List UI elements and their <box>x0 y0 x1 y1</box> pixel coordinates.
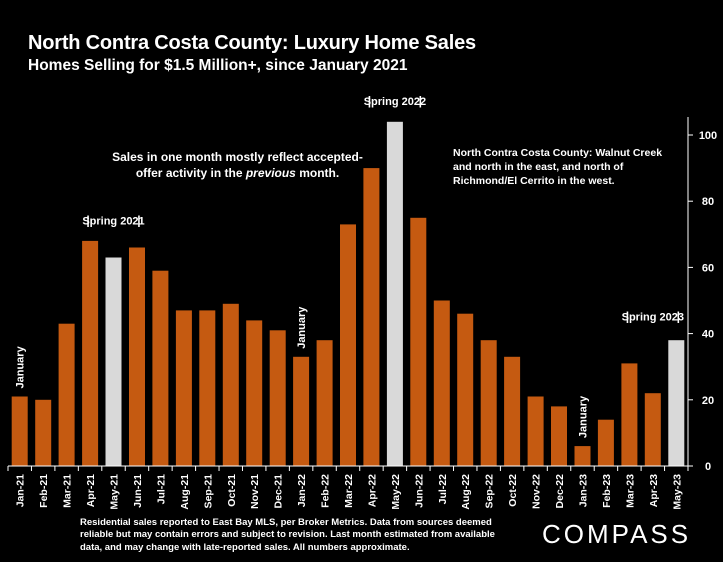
note-line-2-suffix: month. <box>295 166 340 181</box>
bar-mar-23 <box>621 363 638 466</box>
season-bracket-right: | <box>677 309 680 323</box>
x-tick-label: Jan-23 <box>578 474 590 507</box>
x-tick-label: Jun-22 <box>413 474 425 508</box>
bar-feb-21 <box>35 399 52 466</box>
compass-logo: COMPASS <box>542 519 692 549</box>
bar-oct-21 <box>222 303 239 466</box>
x-tick-label: May-23 <box>671 474 683 510</box>
bar-apr-21 <box>82 240 99 466</box>
x-tick-label: May-22 <box>390 474 402 510</box>
y-tick-label: 40 <box>702 329 714 341</box>
bar-jan-21 <box>11 396 28 466</box>
season-label: Spring 2022 <box>364 96 426 108</box>
bar-sep-21 <box>199 310 216 466</box>
x-tick-label: Feb-21 <box>38 474 50 508</box>
y-tick-label: 20 <box>702 395 714 407</box>
bar-feb-22 <box>316 340 333 466</box>
bar-dec-22 <box>551 406 567 466</box>
x-tick-label: Apr-22 <box>366 474 378 507</box>
x-tick-label: Jul-21 <box>155 474 167 505</box>
chart-title: North Contra Costa County: Luxury Home S… <box>28 32 476 54</box>
annotation-january: January <box>15 345 27 388</box>
bar-sep-22 <box>480 340 497 466</box>
note-line-2-prefix: offer activity in the <box>135 166 246 181</box>
x-tick-label: Mar-22 <box>343 474 355 508</box>
y-tick-label: 80 <box>702 196 714 208</box>
bar-apr-23 <box>644 393 661 466</box>
x-tick-label: Sep-21 <box>202 474 214 509</box>
bar-apr-22 <box>363 168 380 466</box>
x-tick-label: May-21 <box>109 474 121 510</box>
bar-jan-23 <box>574 446 591 466</box>
x-tick-label: Jun-21 <box>132 474 144 508</box>
note-line-1: Sales in one month mostly reflect accept… <box>112 150 363 164</box>
bar-aug-22 <box>457 313 474 466</box>
bar-jan-22 <box>293 356 310 466</box>
y-tick-label: 0 <box>705 461 711 473</box>
season-bracket-right: | <box>419 94 422 108</box>
x-tick-label: Sep-22 <box>484 474 496 509</box>
x-tick-label: Oct-21 <box>226 474 238 507</box>
x-tick-label: Aug-22 <box>460 474 472 510</box>
bar-oct-22 <box>504 356 521 466</box>
season-bracket-left: | <box>626 309 629 323</box>
x-tick-label: Mar-21 <box>62 474 74 508</box>
x-tick-label: Dec-22 <box>554 474 566 509</box>
annotation-january: January <box>578 395 590 438</box>
bar-jul-21 <box>152 270 169 466</box>
x-tick-label: Oct-22 <box>507 474 519 507</box>
note-accepted-offer: Sales in one month mostly reflect accept… <box>100 149 375 181</box>
note-line-2-emphasis: previous <box>245 166 296 181</box>
x-tick-label: Feb-23 <box>601 474 613 508</box>
bar-jul-22 <box>433 300 450 466</box>
x-tick-label: Jan-21 <box>15 474 27 507</box>
x-tick-label: Dec-21 <box>273 474 285 509</box>
season-label: Spring 2023 <box>622 311 684 323</box>
bar-may-22 <box>386 121 403 467</box>
bar-mar-22 <box>340 224 356 466</box>
x-tick-label: Feb-22 <box>320 474 332 508</box>
annotation-january: January <box>296 306 308 349</box>
chart-subtitle: Homes Selling for $1.5 Million+, since J… <box>28 57 408 74</box>
x-tick-label: Apr-23 <box>648 474 660 507</box>
y-tick-label: 100 <box>699 130 717 142</box>
x-tick-label: Jul-22 <box>437 474 449 505</box>
bar-feb-23 <box>597 419 614 466</box>
footer-disclaimer: Residential sales reported to East Bay M… <box>80 517 495 553</box>
bar-jun-21 <box>129 247 145 466</box>
bar-nov-22 <box>527 396 544 466</box>
season-label: Spring 2021 <box>82 215 144 227</box>
y-tick-label: 60 <box>702 262 714 274</box>
x-tick-label: Jan-22 <box>296 474 308 507</box>
x-tick-label: Nov-22 <box>531 474 543 509</box>
x-tick-label: Aug-21 <box>179 474 191 510</box>
season-bracket-left: | <box>368 94 371 108</box>
season-bracket-left: | <box>86 213 89 227</box>
bar-may-23 <box>668 340 685 466</box>
bar-jun-22 <box>410 217 427 467</box>
x-tick-label: Nov-21 <box>249 474 261 509</box>
season-bracket-right: | <box>137 213 140 227</box>
bar-dec-21 <box>269 330 286 466</box>
x-tick-label: Apr-21 <box>85 474 97 507</box>
bar-mar-21 <box>58 323 75 466</box>
note-region: North Contra Costa County: Walnut Creek … <box>453 147 663 188</box>
bar-aug-21 <box>175 310 192 466</box>
bar-may-21 <box>105 257 122 466</box>
x-tick-label: Mar-23 <box>624 474 636 508</box>
bar-nov-21 <box>246 320 263 466</box>
